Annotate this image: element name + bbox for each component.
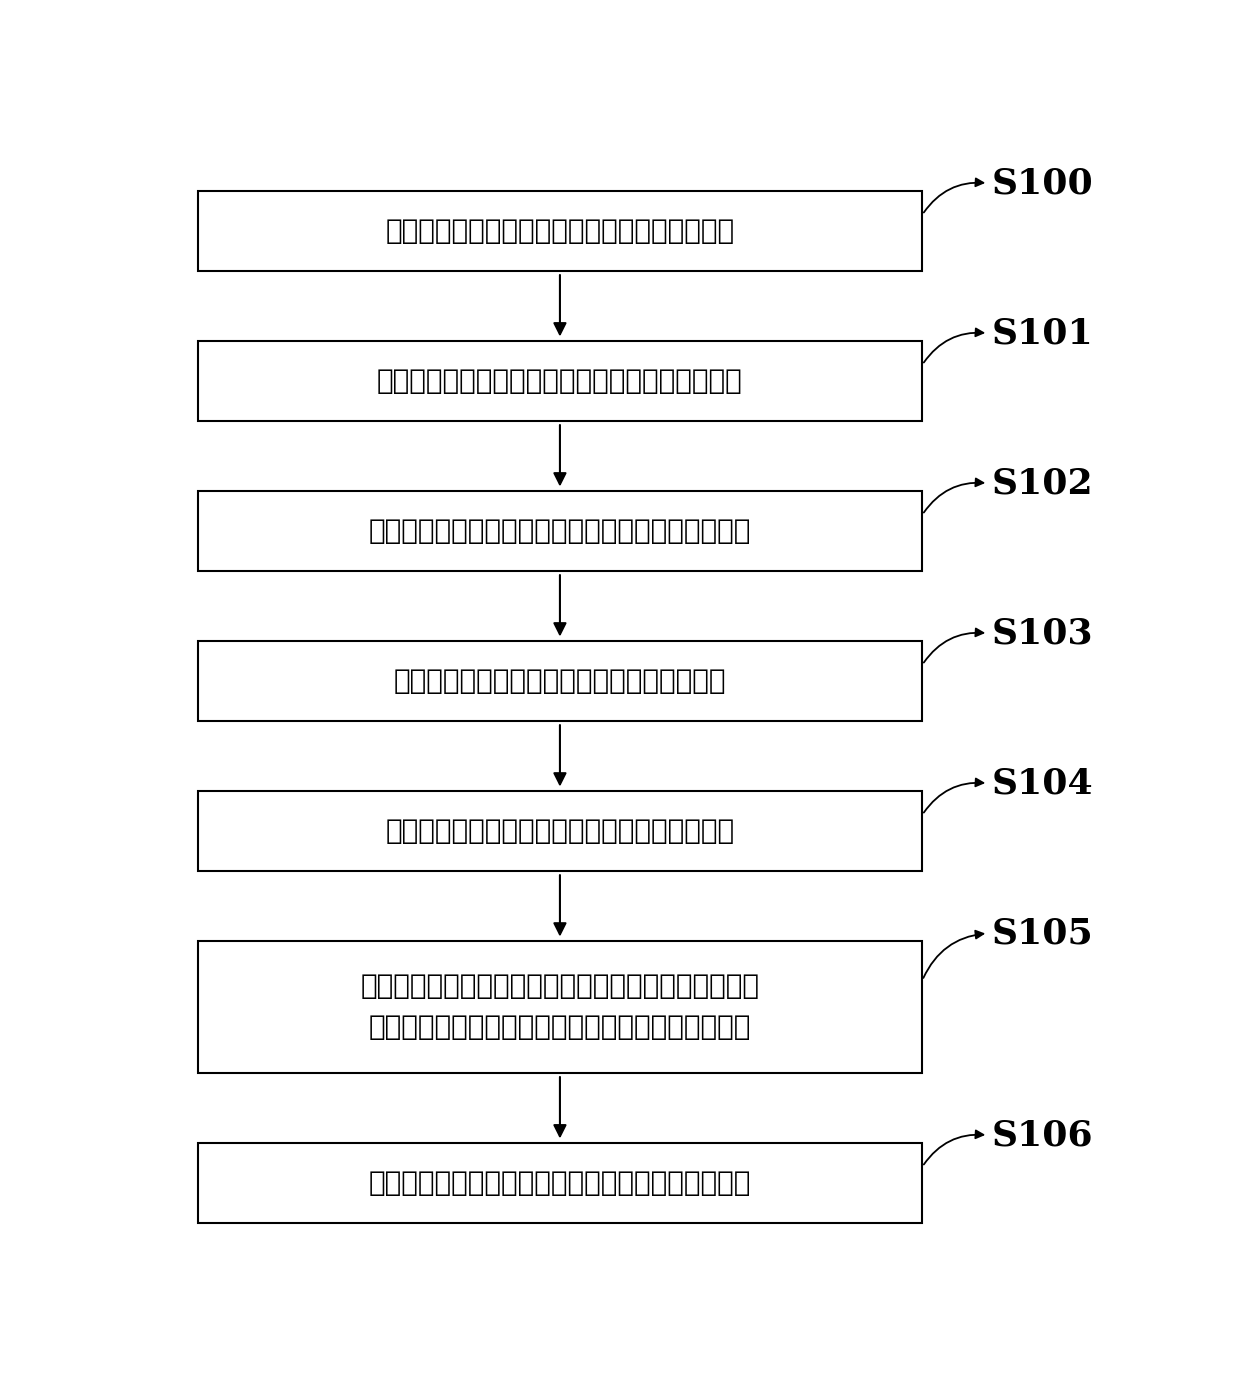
Text: 对反射后的两束平行光束截取有效区域的光束: 对反射后的两束平行光束截取有效区域的光束 xyxy=(393,667,727,695)
Bar xyxy=(197,640,923,721)
Bar xyxy=(197,791,923,871)
Text: S100: S100 xyxy=(992,166,1094,200)
Text: S102: S102 xyxy=(992,466,1094,500)
Text: 对干涉的两束平行光束在垂直于光轴方向的平面上进行
三维平移和两维倾斜调整，产生清晰稳定的干涉条纹: 对干涉的两束平行光束在垂直于光轴方向的平面上进行 三维平移和两维倾斜调整，产生清… xyxy=(361,972,759,1042)
Text: S104: S104 xyxy=(992,766,1094,800)
Text: S101: S101 xyxy=(992,316,1094,350)
Bar xyxy=(197,491,923,570)
Bar xyxy=(197,941,923,1072)
Text: S106: S106 xyxy=(992,1118,1094,1152)
Text: 将相干光光源进行扩束，由细光束扩束为粗光束: 将相干光光源进行扩束，由细光束扩束为粗光束 xyxy=(386,217,734,245)
Text: 将相干光光源分成两束具有预设光程差的平行光束: 将相干光光源分成两束具有预设光程差的平行光束 xyxy=(377,366,743,394)
Bar xyxy=(197,1142,923,1223)
Text: 对反射后的两束平行光束进行干涉产生干涉条纹: 对反射后的两束平行光束进行干涉产生干涉条纹 xyxy=(386,816,734,844)
Bar xyxy=(197,341,923,421)
Bar xyxy=(197,192,923,271)
Text: S103: S103 xyxy=(992,617,1094,650)
Text: S105: S105 xyxy=(992,916,1094,951)
Text: 将两束平行光束分别入射到相邻两拼接镜上进行反射: 将两束平行光束分别入射到相邻两拼接镜上进行反射 xyxy=(368,517,751,545)
Text: 由干涉条纹信息推算出相邻两拼接镜之间的参数信息: 由干涉条纹信息推算出相邻两拼接镜之间的参数信息 xyxy=(368,1169,751,1197)
